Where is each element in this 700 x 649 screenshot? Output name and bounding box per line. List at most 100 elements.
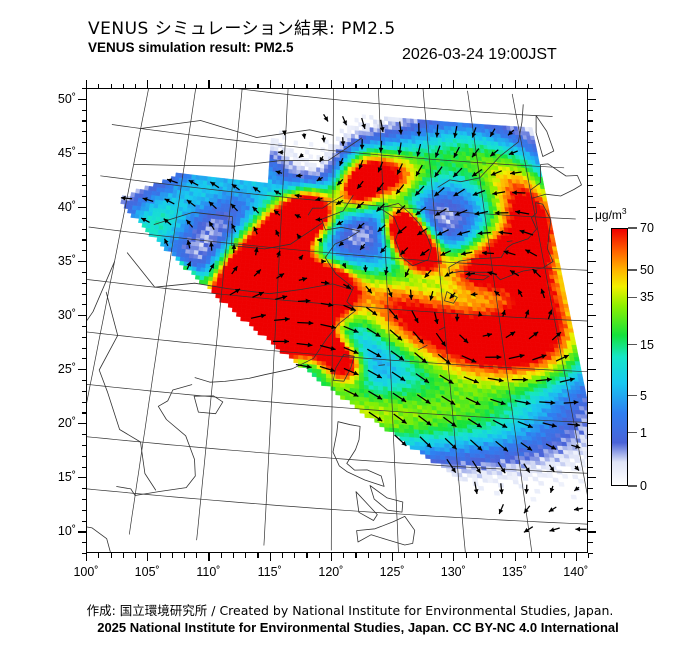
y-tick-right-9: [588, 542, 593, 544]
x-tick-111: [220, 553, 222, 558]
wind-arrow: [411, 310, 419, 324]
wind-arrow: [573, 506, 583, 512]
wind-arrow: [208, 201, 217, 210]
x-axis-label-140: 140˚: [563, 565, 589, 579]
wind-arrow: [250, 313, 266, 319]
wind-arrow: [252, 291, 265, 298]
wind-arrow: [377, 224, 386, 233]
y-tick-right-23: [588, 390, 593, 392]
y-tick-47: [81, 131, 86, 133]
y-tick-32: [81, 293, 86, 295]
wind-arrow: [404, 268, 410, 278]
wind-arrow: [140, 217, 150, 223]
y-tick-right-28: [588, 336, 593, 338]
x-axis-label-110: 110˚: [196, 565, 221, 579]
wind-arrow: [535, 377, 552, 383]
wind-arrow: [395, 205, 406, 215]
y-tick-50: [78, 98, 86, 100]
wind-arrow: [489, 128, 496, 138]
wind-arrow: [356, 180, 364, 190]
y-tick-20: [78, 423, 86, 425]
wind-arrow: [298, 277, 308, 282]
y-tick-right-18: [588, 444, 593, 447]
wind-arrow: [523, 526, 534, 533]
coastline: [116, 384, 196, 496]
graticule-meridian-125: [378, 89, 399, 552]
x-tick-top-109: [196, 83, 198, 88]
wind-arrow: [315, 217, 323, 222]
y-tick-15: [78, 477, 86, 479]
wind-arrow: [185, 219, 194, 228]
wind-arrow: [419, 436, 432, 449]
graticule-meridian-140: [511, 93, 587, 495]
wind-arrow: [209, 181, 220, 189]
wind-arrow: [471, 168, 483, 177]
wind-arrow: [376, 182, 385, 193]
x-tick-104: [135, 553, 137, 558]
x-tick-140: [575, 553, 577, 561]
wind-arrow: [454, 313, 460, 322]
x-tick-top-129: [441, 83, 443, 88]
y-axis-label-40: 40˚: [57, 200, 76, 214]
x-tick-top-112: [232, 83, 235, 88]
y-tick-49: [81, 109, 86, 111]
wind-arrow: [393, 413, 407, 425]
title-japanese: VENUS シミュレーション結果: PM2.5: [88, 19, 396, 39]
wind-arrow: [492, 419, 508, 429]
x-tick-123: [367, 553, 369, 558]
wind-arrow: [497, 461, 506, 474]
x-tick-133: [490, 553, 492, 558]
coastline: [87, 261, 115, 321]
y-tick-right-29: [588, 325, 593, 328]
y-axis-label-50: 50˚: [57, 91, 76, 106]
coastline: [126, 252, 353, 295]
wind-arrow: [443, 416, 457, 428]
wind-arrow: [378, 140, 384, 153]
wind-arrow: [555, 354, 570, 362]
wind-arrow: [338, 241, 345, 247]
wind-arrow: [449, 292, 456, 300]
x-tick-top-132: [477, 83, 479, 88]
x-tick-108: [184, 553, 186, 558]
wind-arrow: [512, 190, 526, 196]
wind-arrow: [573, 486, 580, 492]
y-axis-label-25: 25˚: [57, 362, 76, 377]
x-axis-label-100: 100˚: [73, 565, 99, 579]
x-tick-120: [330, 553, 333, 561]
x-tick-top-131: [465, 83, 467, 88]
x-tick-110: [208, 553, 210, 561]
wind-arrow: [356, 201, 365, 209]
x-tick-130: [453, 553, 455, 561]
wind-arrow: [320, 323, 337, 330]
coastline: [417, 344, 428, 351]
x-tick-127: [416, 553, 418, 558]
wind-arrow: [549, 527, 560, 532]
wind-arrow: [415, 373, 430, 384]
wind-arrow: [320, 302, 334, 308]
y-tick-right-37: [588, 239, 593, 241]
x-tick-top-137: [539, 83, 541, 88]
y-tick-42: [81, 185, 86, 187]
x-tick-top-127: [416, 83, 418, 88]
y-tick-right-22: [588, 401, 593, 403]
wind-arrow: [498, 504, 504, 515]
y-tick-36: [81, 250, 86, 252]
wind-arrow: [415, 206, 427, 216]
x-tick-top-133: [490, 83, 492, 88]
y-axis-label-45: 45˚: [57, 145, 76, 160]
x-axis-label-120: 120˚: [318, 565, 344, 579]
colorbar-tick-label-1: 1: [640, 425, 647, 440]
coastline: [356, 515, 416, 546]
wind-arrow: [471, 148, 480, 158]
wind-arrow: [437, 353, 451, 365]
wind-arrow: [298, 152, 304, 159]
x-tick-114: [257, 553, 259, 558]
wind-arrow: [208, 263, 215, 273]
wind-arrow: [418, 415, 432, 426]
x-tick-116: [281, 553, 284, 558]
wind-arrow: [343, 325, 359, 333]
wind-arrow: [508, 150, 518, 156]
wind-arrow: [498, 230, 513, 235]
wind-arrow: [419, 248, 430, 257]
wind-arrow: [473, 481, 479, 495]
